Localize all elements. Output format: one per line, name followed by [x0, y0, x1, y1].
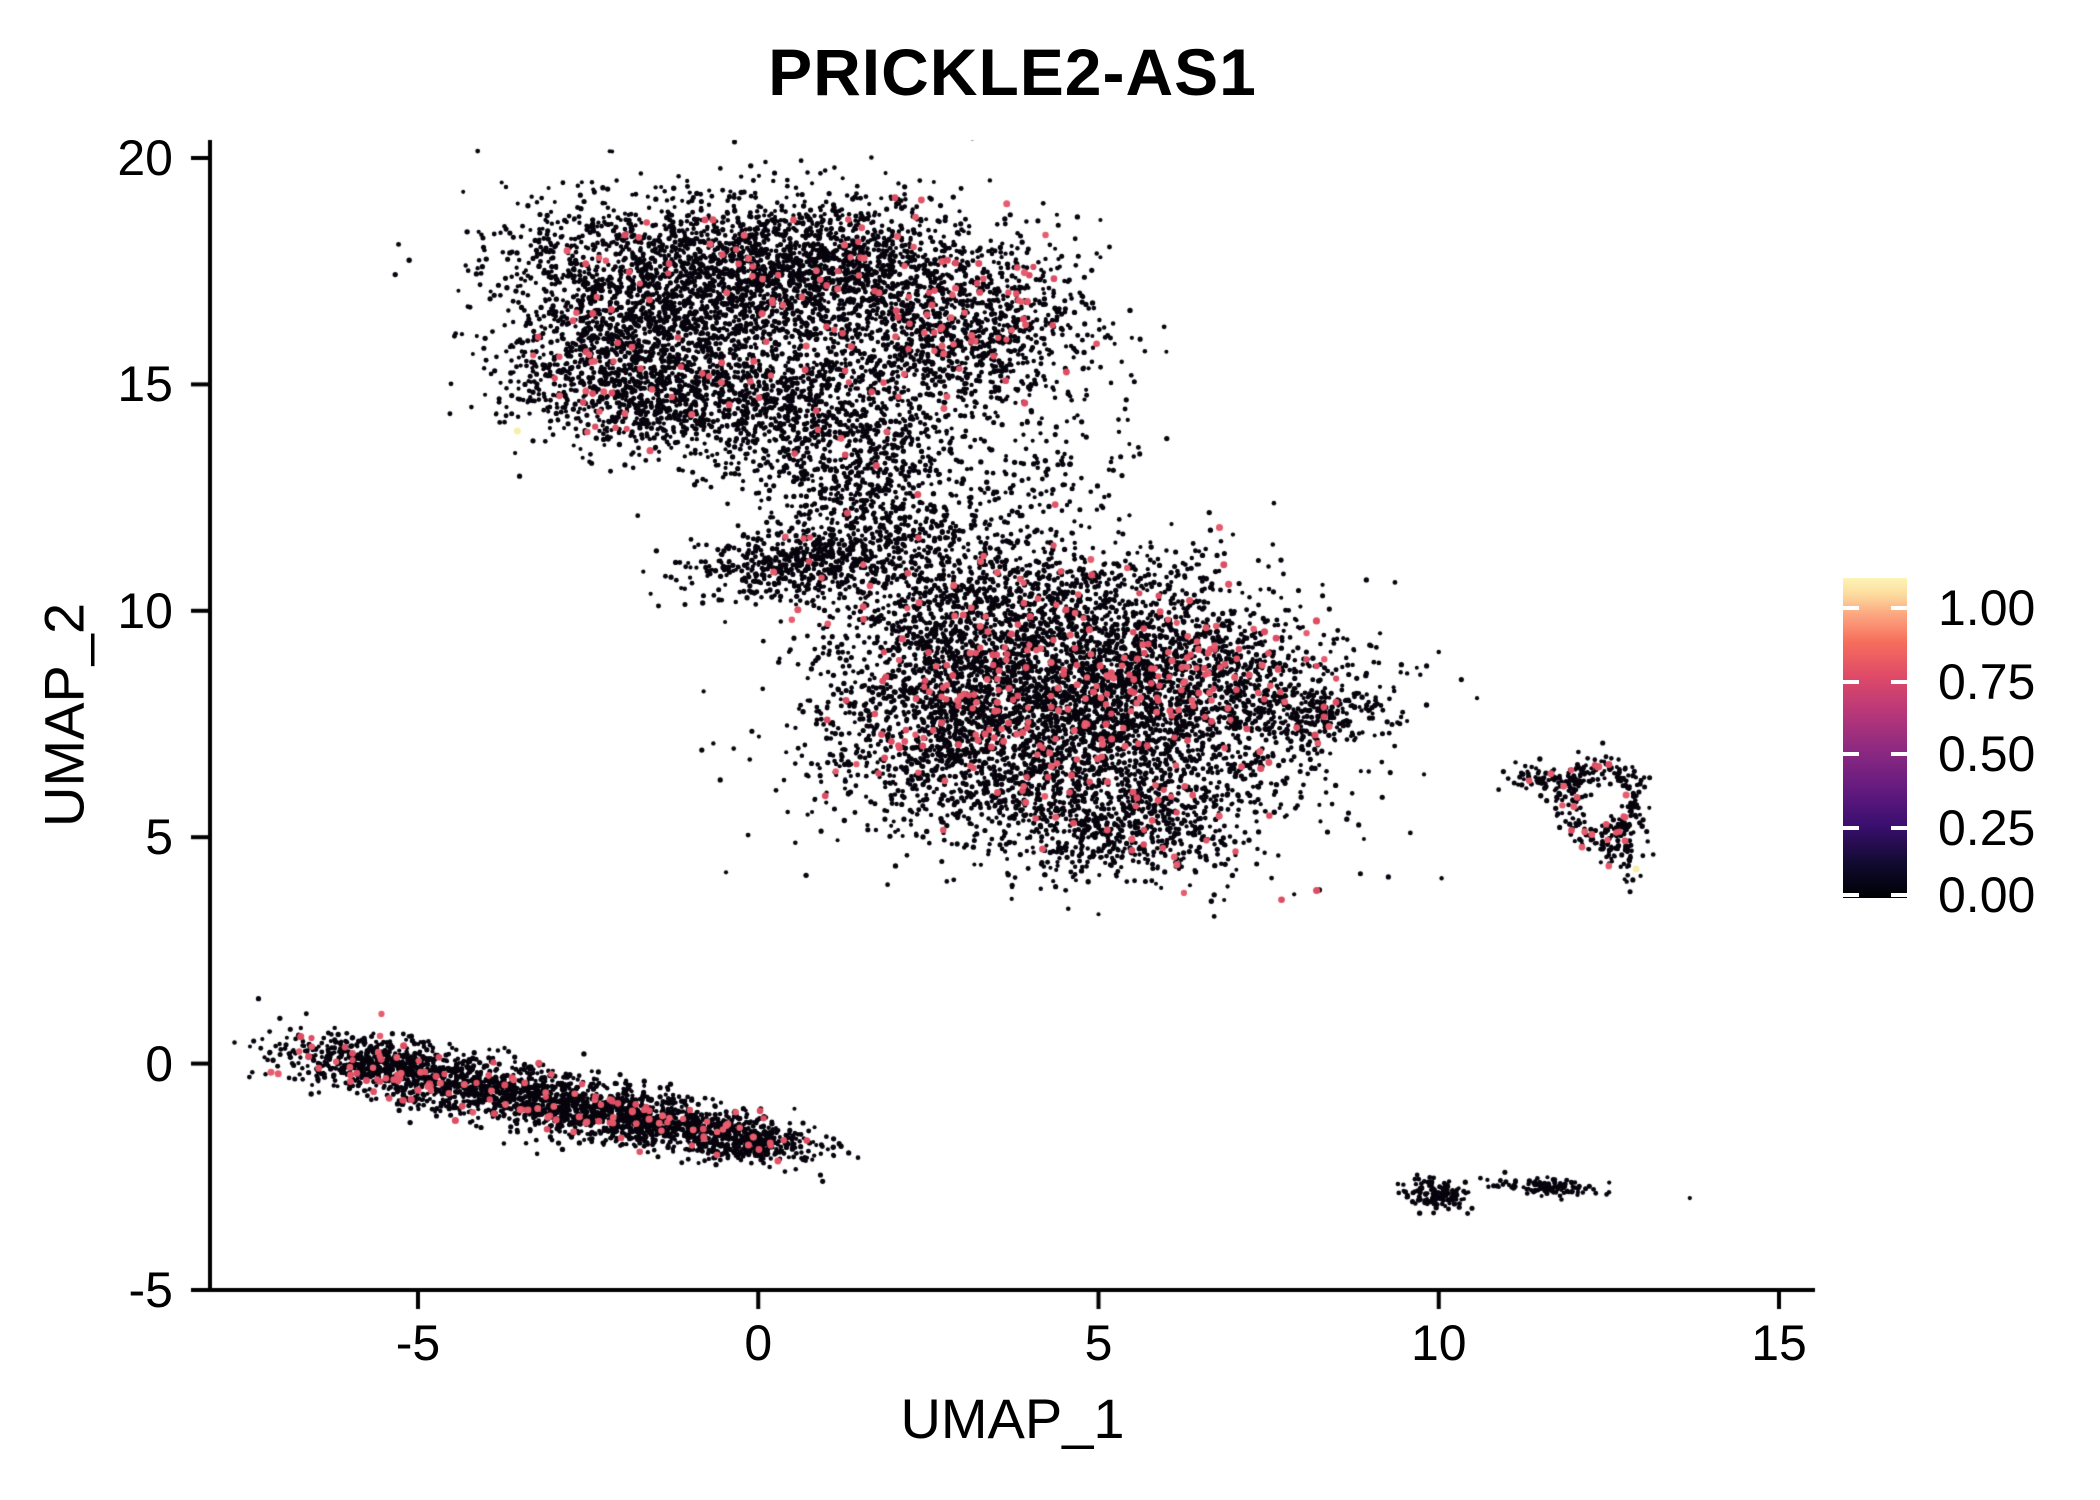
- x-tick-label: 10: [1410, 1315, 1467, 1371]
- legend-tick-label: 0.00: [1938, 867, 2036, 923]
- colorbar-tick-mark: [1891, 680, 1907, 684]
- plot-title: PRICKLE2-AS1: [768, 35, 1257, 109]
- colorbar-tick-mark: [1843, 606, 1859, 610]
- colorbar-tick-mark: [1891, 893, 1907, 897]
- y-tick-label: 15: [117, 356, 173, 413]
- colorbar-tick-mark: [1891, 752, 1907, 756]
- colorbar-tick-mark: [1843, 893, 1859, 897]
- legend-tick-label: 0.50: [1938, 726, 2036, 782]
- legend-tick-label: 0.25: [1938, 800, 2036, 856]
- x-tick-label: -5: [395, 1315, 441, 1371]
- y-tick-label: -5: [128, 1262, 173, 1318]
- legend-tick-label: 1.00: [1938, 580, 2036, 636]
- legend-tick-label: 0.75: [1938, 654, 2036, 710]
- colorbar-tick-mark: [1843, 826, 1859, 830]
- colorbar-tick-mark: [1843, 752, 1859, 756]
- colorbar-tick-mark: [1843, 680, 1859, 684]
- y-tick-label: 10: [117, 582, 173, 639]
- colorbar-tick-mark: [1891, 826, 1907, 830]
- x-tick-label: 15: [1751, 1315, 1807, 1371]
- x-tick-label: 5: [1084, 1315, 1113, 1371]
- y-tick-label: 5: [145, 809, 173, 866]
- y-tick-label: 20: [117, 130, 173, 186]
- colorbar-tick-mark: [1891, 606, 1907, 610]
- x-tick-label: 0: [744, 1315, 773, 1371]
- x-axis-title: UMAP_1: [900, 1387, 1125, 1450]
- y-tick-label: 0: [145, 1035, 173, 1092]
- legend-colorbar: [1843, 578, 1907, 898]
